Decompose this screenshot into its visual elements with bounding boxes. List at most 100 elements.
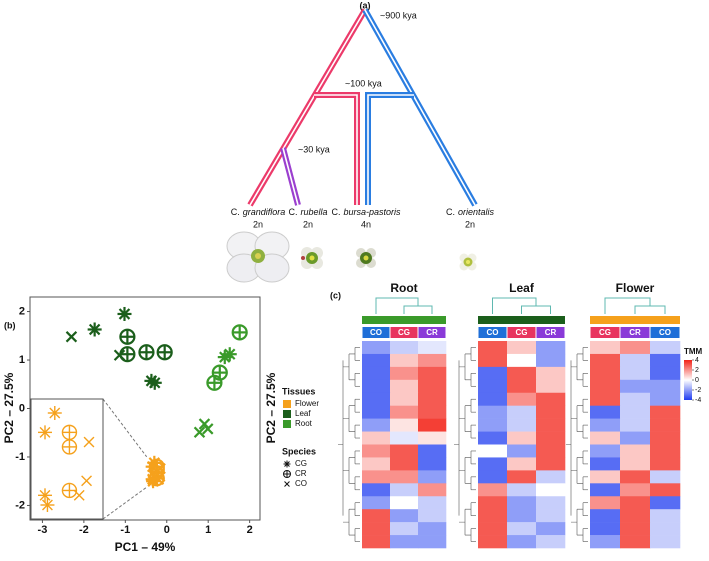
heat-cell bbox=[362, 392, 391, 406]
heat-cell bbox=[478, 341, 508, 355]
stroke bbox=[118, 308, 131, 320]
heat-cell bbox=[362, 431, 391, 445]
species-header bbox=[507, 327, 536, 338]
tip-label: C. orientalis bbox=[446, 207, 495, 217]
flower-images bbox=[226, 231, 477, 283]
heat-cell bbox=[590, 470, 621, 484]
point bbox=[222, 347, 237, 362]
heat-cell bbox=[650, 353, 681, 368]
panel-label: (a) bbox=[360, 0, 371, 10]
row-dendrogram bbox=[465, 399, 472, 413]
stroke bbox=[153, 470, 166, 483]
heat-cell bbox=[536, 379, 566, 394]
row-dendrogram bbox=[577, 373, 584, 387]
heat-cell bbox=[620, 341, 651, 355]
legend-title: Species bbox=[282, 446, 316, 456]
point bbox=[193, 426, 206, 438]
y-tick-label: -1 bbox=[15, 451, 25, 463]
heat-cell bbox=[507, 431, 537, 445]
row-dendrogram bbox=[349, 347, 356, 361]
branch-inner bbox=[364, 9, 476, 206]
row-dendrogram bbox=[349, 502, 356, 516]
legend-label: CG bbox=[295, 459, 307, 468]
heat-cell bbox=[478, 405, 508, 419]
row-dendrogram bbox=[577, 347, 584, 361]
heat-cell bbox=[418, 405, 447, 419]
heat-cell bbox=[590, 431, 621, 445]
legend-label: Root bbox=[295, 419, 313, 428]
row-dendrogram bbox=[566, 360, 572, 516]
heat-cell bbox=[362, 341, 391, 355]
heat-cell bbox=[478, 366, 508, 381]
branch-inner bbox=[367, 94, 414, 205]
row-dendrogram bbox=[577, 425, 584, 439]
row-dendrogram bbox=[459, 509, 466, 536]
row-dendrogram bbox=[454, 360, 460, 516]
branch-inner bbox=[282, 147, 299, 206]
heat-cell bbox=[418, 366, 447, 381]
row-dendrogram bbox=[577, 399, 584, 413]
heat-cell bbox=[620, 431, 651, 445]
stroke bbox=[41, 499, 53, 511]
species-label: CR bbox=[426, 328, 438, 337]
stroke bbox=[39, 426, 51, 438]
stroke bbox=[49, 407, 61, 419]
row-dendrogram bbox=[577, 450, 584, 464]
ploidy: 2n bbox=[253, 219, 263, 229]
row-dendrogram bbox=[571, 509, 578, 536]
heat-cell bbox=[362, 483, 391, 497]
heat-cell bbox=[650, 483, 681, 497]
heat-cell bbox=[590, 353, 621, 368]
point bbox=[152, 473, 165, 486]
species-header bbox=[536, 327, 565, 338]
heat-cell bbox=[390, 431, 419, 445]
heat-cell bbox=[362, 496, 391, 510]
tip-label: C. grandiflora bbox=[231, 207, 286, 217]
colorbar-label: -2 bbox=[695, 387, 701, 394]
heat-cell bbox=[507, 535, 537, 549]
heat-cell bbox=[536, 405, 566, 419]
heat-cell bbox=[418, 444, 447, 458]
heat-cell bbox=[362, 522, 391, 536]
heat-cell bbox=[390, 535, 419, 549]
stroke bbox=[154, 462, 166, 475]
row-dendrogram bbox=[459, 353, 466, 380]
species: bursa-pastoris bbox=[343, 207, 401, 217]
heat-cell bbox=[620, 457, 651, 471]
colorbar-label: 4 bbox=[695, 357, 699, 364]
heat-cell bbox=[362, 444, 391, 458]
side-label: PC2 – 27.5% bbox=[264, 372, 278, 443]
stroke bbox=[284, 461, 290, 467]
species-label: CO bbox=[487, 328, 499, 337]
colorbar-title: TMM bbox=[684, 347, 703, 356]
y-axis-label: PC2 – 27.5% bbox=[2, 372, 16, 443]
heat-cell bbox=[536, 366, 566, 381]
branch bbox=[365, 92, 414, 205]
x-tick-label: -2 bbox=[79, 524, 89, 536]
heat-cell bbox=[650, 444, 681, 458]
x-tick-label: 1 bbox=[205, 524, 211, 536]
row-dendrogram bbox=[577, 476, 584, 490]
colorbar-label: -4 bbox=[695, 397, 701, 404]
heat-cell bbox=[590, 509, 621, 523]
ploidy: 4n bbox=[361, 219, 371, 229]
heat-cell bbox=[590, 522, 621, 536]
panel-label: (c) bbox=[330, 290, 341, 300]
heat-cell bbox=[390, 341, 419, 355]
zoom-line bbox=[102, 486, 147, 520]
heat-cell bbox=[650, 509, 681, 523]
heat-cell bbox=[650, 431, 681, 445]
heat-cell bbox=[536, 470, 566, 484]
heatmap-title: Leaf bbox=[509, 281, 535, 295]
heat-cell bbox=[478, 496, 508, 510]
legend-label: Flower bbox=[295, 399, 319, 408]
inset-point bbox=[81, 475, 93, 487]
heat-cell bbox=[507, 444, 537, 458]
heat-cell bbox=[418, 496, 447, 510]
stroke bbox=[39, 489, 51, 501]
row-dendrogram bbox=[571, 353, 578, 380]
y-tick-label: 1 bbox=[19, 354, 25, 366]
row-dendrogram bbox=[349, 476, 356, 490]
heat-cell bbox=[650, 496, 681, 510]
point bbox=[65, 331, 78, 343]
